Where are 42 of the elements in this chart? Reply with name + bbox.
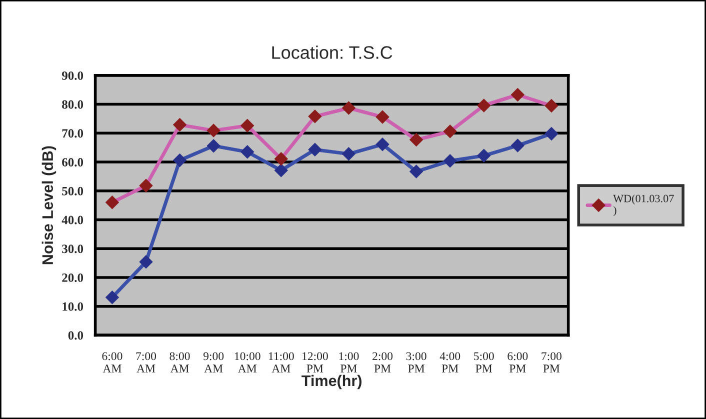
x-tick-label: 11:00 AM — [268, 352, 294, 372]
point — [206, 138, 220, 153]
point — [510, 138, 525, 152]
x-tick-label: 3:00 PM — [406, 352, 426, 372]
y-tick-label: 80.0 — [62, 100, 84, 109]
point — [172, 153, 187, 168]
point — [476, 148, 491, 163]
x-tick-label: 5:00 PM — [474, 352, 494, 372]
y-tick-label: 40.0 — [62, 216, 84, 224]
point — [139, 255, 153, 269]
x-tick-label: 10:00 AM — [234, 352, 260, 372]
point — [308, 142, 322, 156]
y-tick-label: 60.0 — [62, 158, 84, 167]
y-tick-label: 70.0 — [62, 129, 84, 138]
chart-title: Location: T.S.C — [272, 46, 392, 59]
x-tick-label: 12:00 PM — [302, 352, 328, 372]
y-tick-label: 30.0 — [62, 244, 84, 254]
point — [240, 145, 254, 159]
point — [105, 290, 120, 304]
point — [376, 138, 390, 152]
x-tick-label: 4:00 PM — [440, 352, 460, 372]
x-tick-label: 2:00 PM — [372, 352, 393, 372]
x-tick-label: 6:00 PM — [508, 352, 528, 372]
x-tick-label: 6:00 AM — [102, 352, 122, 372]
x-tick-label: 1:00 PM — [339, 352, 359, 372]
y-tick-label: 10.0 — [62, 302, 84, 311]
point — [342, 147, 356, 161]
x-tick-label: 7:00 AM — [136, 352, 156, 372]
x-tick-label: 8:00 AM — [170, 352, 190, 372]
y-axis-title: Noise Level (dB) — [42, 146, 56, 264]
x-tick-label: 9:00 AM — [203, 352, 224, 372]
point — [409, 164, 424, 178]
y-tick-label: 20.0 — [62, 273, 84, 282]
y-tick-label: 50.0 — [62, 186, 84, 196]
y-tick-label: 0.0 — [68, 331, 84, 340]
point — [544, 126, 558, 141]
x-tick-label: 7:00 PM — [542, 352, 562, 372]
x-axis-title: Time(hr) — [302, 374, 362, 390]
point — [443, 154, 457, 168]
legend-label: WD(01.03.07 ) — [613, 194, 674, 216]
y-tick-label: 90.0 — [62, 71, 84, 80]
point — [274, 164, 288, 178]
